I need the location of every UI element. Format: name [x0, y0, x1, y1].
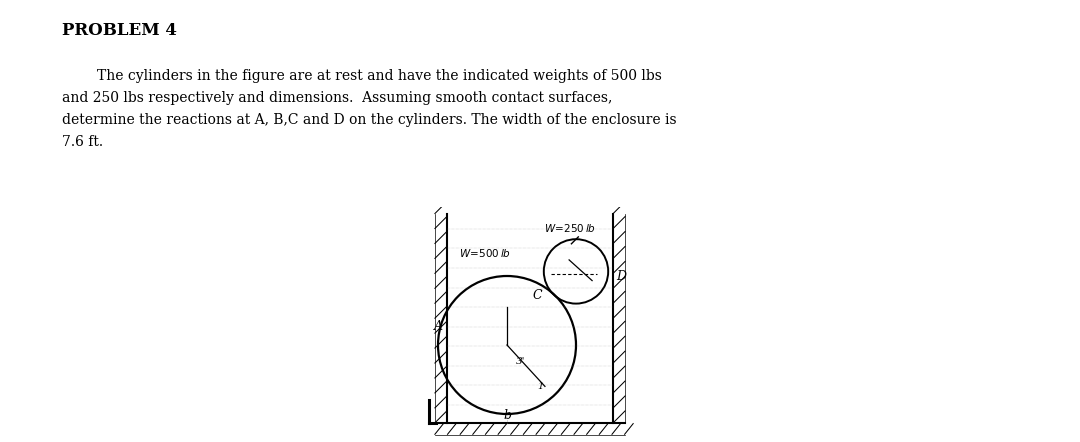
Text: 7.6 ft.: 7.6 ft. [62, 135, 103, 149]
Text: $W\!=\!250\,lb$: $W\!=\!250\,lb$ [544, 222, 596, 234]
Text: 3': 3' [516, 357, 526, 366]
Text: 1: 1 [537, 382, 543, 391]
Text: $W\!=\!500\,lb$: $W\!=\!500\,lb$ [459, 247, 511, 259]
Text: PROBLEM 4: PROBLEM 4 [62, 22, 177, 39]
Text: determine the reactions at A, B,C and D on the cylinders. The width of the enclo: determine the reactions at A, B,C and D … [62, 113, 677, 127]
Text: D: D [617, 270, 626, 282]
Text: A: A [433, 320, 443, 333]
Text: C: C [532, 289, 542, 302]
Text: b: b [503, 409, 511, 422]
Text: and 250 lbs respectively and dimensions.  Assuming smooth contact surfaces,: and 250 lbs respectively and dimensions.… [62, 91, 612, 105]
Text: The cylinders in the figure are at rest and have the indicated weights of 500 lb: The cylinders in the figure are at rest … [62, 69, 662, 83]
